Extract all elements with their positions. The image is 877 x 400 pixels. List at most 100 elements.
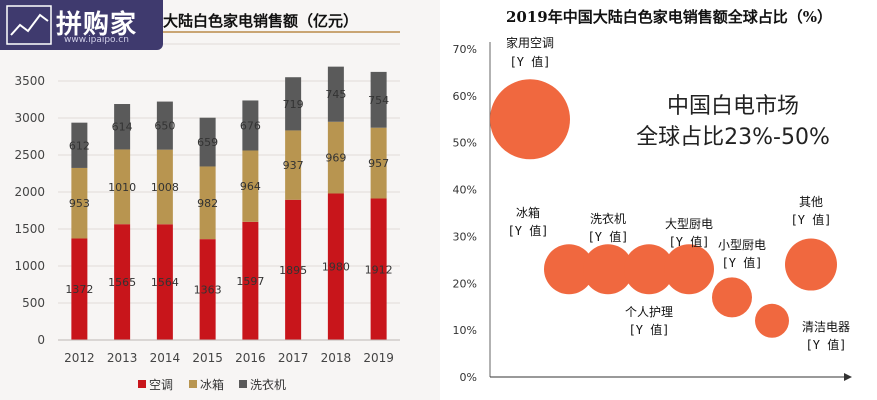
data-label: 982 bbox=[197, 197, 218, 210]
site-logo: 拼购家 www.ipaipo.cn bbox=[0, 0, 163, 50]
y-tick-label: 50% bbox=[453, 137, 477, 150]
bubble bbox=[712, 277, 752, 318]
bubble bbox=[664, 244, 714, 295]
bar-segment bbox=[327, 193, 344, 340]
bubble-category-label: 清洁电器 bbox=[802, 320, 850, 334]
x-tick-label: 2019 bbox=[363, 351, 394, 365]
legend-label: 空调 bbox=[149, 378, 173, 392]
bar-segment bbox=[199, 117, 216, 167]
bubble-category-label: 个人护理 bbox=[625, 305, 673, 319]
bar-segment bbox=[199, 239, 216, 340]
bar-segment bbox=[370, 71, 387, 128]
y-tick-label: 30% bbox=[453, 230, 477, 243]
data-label: 1363 bbox=[194, 284, 222, 297]
y-tick-label: 3000 bbox=[14, 111, 45, 125]
bubble-category-label: 大型厨电 bbox=[665, 217, 713, 231]
bar-segment bbox=[71, 122, 88, 168]
bubble bbox=[755, 303, 789, 338]
bar-segment bbox=[242, 100, 259, 151]
trend-icon bbox=[6, 5, 52, 45]
data-label: 964 bbox=[240, 180, 261, 193]
legend-label: 冰箱 bbox=[200, 377, 224, 392]
data-label: 1912 bbox=[365, 263, 393, 276]
y-tick-label: 40% bbox=[453, 184, 477, 197]
data-label: 1895 bbox=[279, 264, 307, 277]
y-tick-label: 0 bbox=[37, 333, 45, 347]
y-tick-label: 70% bbox=[453, 43, 477, 56]
right-chart-title: 2019年中国大陆白色家电销售额全球占比（%） bbox=[506, 8, 833, 26]
logo-url: www.ipaipo.cn bbox=[64, 35, 129, 45]
bar-segment bbox=[370, 127, 387, 199]
data-label: 676 bbox=[240, 119, 261, 132]
bubble-category-label: 冰箱 bbox=[516, 205, 540, 220]
bar-segment bbox=[285, 199, 302, 340]
left-chart-title: 大陆白色家电销售额（亿元） bbox=[163, 12, 359, 30]
bar-segment bbox=[156, 224, 173, 340]
data-label: 614 bbox=[112, 121, 133, 134]
y-tick-label: 10% bbox=[453, 324, 477, 337]
data-label: 659 bbox=[197, 136, 218, 149]
y-tick-label: 60% bbox=[453, 90, 477, 103]
data-label: 1597 bbox=[236, 275, 264, 288]
bubble-category-label: 洗衣机 bbox=[590, 211, 626, 226]
data-label: 754 bbox=[368, 94, 389, 107]
legend-label: 洗衣机 bbox=[250, 377, 286, 392]
bar-segment bbox=[114, 149, 131, 225]
y-tick-label: 20% bbox=[453, 277, 477, 290]
y-tick-label: 1000 bbox=[14, 259, 45, 273]
y-tick-label: 2000 bbox=[14, 185, 45, 199]
bubble-value-label: [Y 值] bbox=[669, 234, 710, 249]
bubble-value-label: [Y 值] bbox=[508, 223, 549, 238]
y-tick-label: 2500 bbox=[14, 148, 45, 162]
data-label: 937 bbox=[283, 159, 304, 172]
bubble bbox=[785, 238, 837, 291]
data-label: 719 bbox=[283, 98, 304, 111]
x-axis-arrow bbox=[844, 373, 852, 381]
bubble-category-label: 其他 bbox=[799, 195, 823, 209]
annotation-line: 全球占比23%-50% bbox=[636, 125, 830, 150]
bubble-value-label: [Y 值] bbox=[588, 229, 629, 244]
bar-segment bbox=[285, 130, 302, 200]
bar-segment bbox=[285, 77, 302, 131]
bar-segment bbox=[199, 166, 216, 240]
data-label: 650 bbox=[154, 120, 175, 133]
data-label: 1010 bbox=[108, 181, 136, 194]
y-tick-label: 500 bbox=[22, 296, 45, 310]
bar-segment bbox=[327, 121, 344, 194]
bar-segment bbox=[71, 238, 88, 340]
data-label: 745 bbox=[325, 88, 346, 101]
bar-segment bbox=[242, 221, 259, 340]
bar-segment bbox=[71, 167, 88, 239]
x-tick-label: 2014 bbox=[150, 351, 181, 365]
x-tick-label: 2017 bbox=[278, 351, 309, 365]
y-tick-label: 3500 bbox=[14, 74, 45, 88]
bubble bbox=[583, 244, 633, 295]
data-label: 969 bbox=[325, 152, 346, 165]
bubble-value-label: [Y 值] bbox=[722, 255, 763, 270]
data-label: 953 bbox=[69, 197, 90, 210]
bar-segment bbox=[370, 198, 387, 340]
stacked-bar-chart: 1372 953 612 1565 1010 614 1564 1008 650 1363 982 6… bbox=[14, 37, 400, 392]
bubble bbox=[544, 244, 594, 295]
data-label: 1565 bbox=[108, 276, 136, 289]
y-tick-label: 1500 bbox=[14, 222, 45, 236]
bubble-value-label: [Y 值] bbox=[806, 337, 847, 352]
bubble-value-label: [Y 值] bbox=[510, 54, 551, 69]
title-underline bbox=[163, 31, 400, 33]
legend-swatch bbox=[239, 380, 247, 388]
legend-swatch bbox=[189, 380, 197, 388]
bubble bbox=[490, 79, 570, 160]
y-tick-label: 0% bbox=[460, 371, 477, 384]
legend-swatch bbox=[138, 380, 146, 388]
x-tick-label: 2018 bbox=[321, 351, 352, 365]
bubble bbox=[624, 244, 674, 295]
bar-segment bbox=[114, 224, 131, 340]
bar-segment bbox=[156, 101, 173, 150]
data-label: 957 bbox=[368, 157, 389, 170]
bar-segment bbox=[156, 149, 173, 225]
bubble-category-label: 家用空调 bbox=[506, 35, 554, 50]
bubble-value-label: [Y 值] bbox=[791, 212, 832, 227]
data-label: 612 bbox=[69, 139, 90, 152]
bubble-chart: 0% 10% 20% 30% 40% 50% 60% 70% 家用空调 [Y 值] 冰箱 [Y 值]… bbox=[453, 35, 852, 384]
x-tick-label: 2012 bbox=[64, 351, 95, 365]
